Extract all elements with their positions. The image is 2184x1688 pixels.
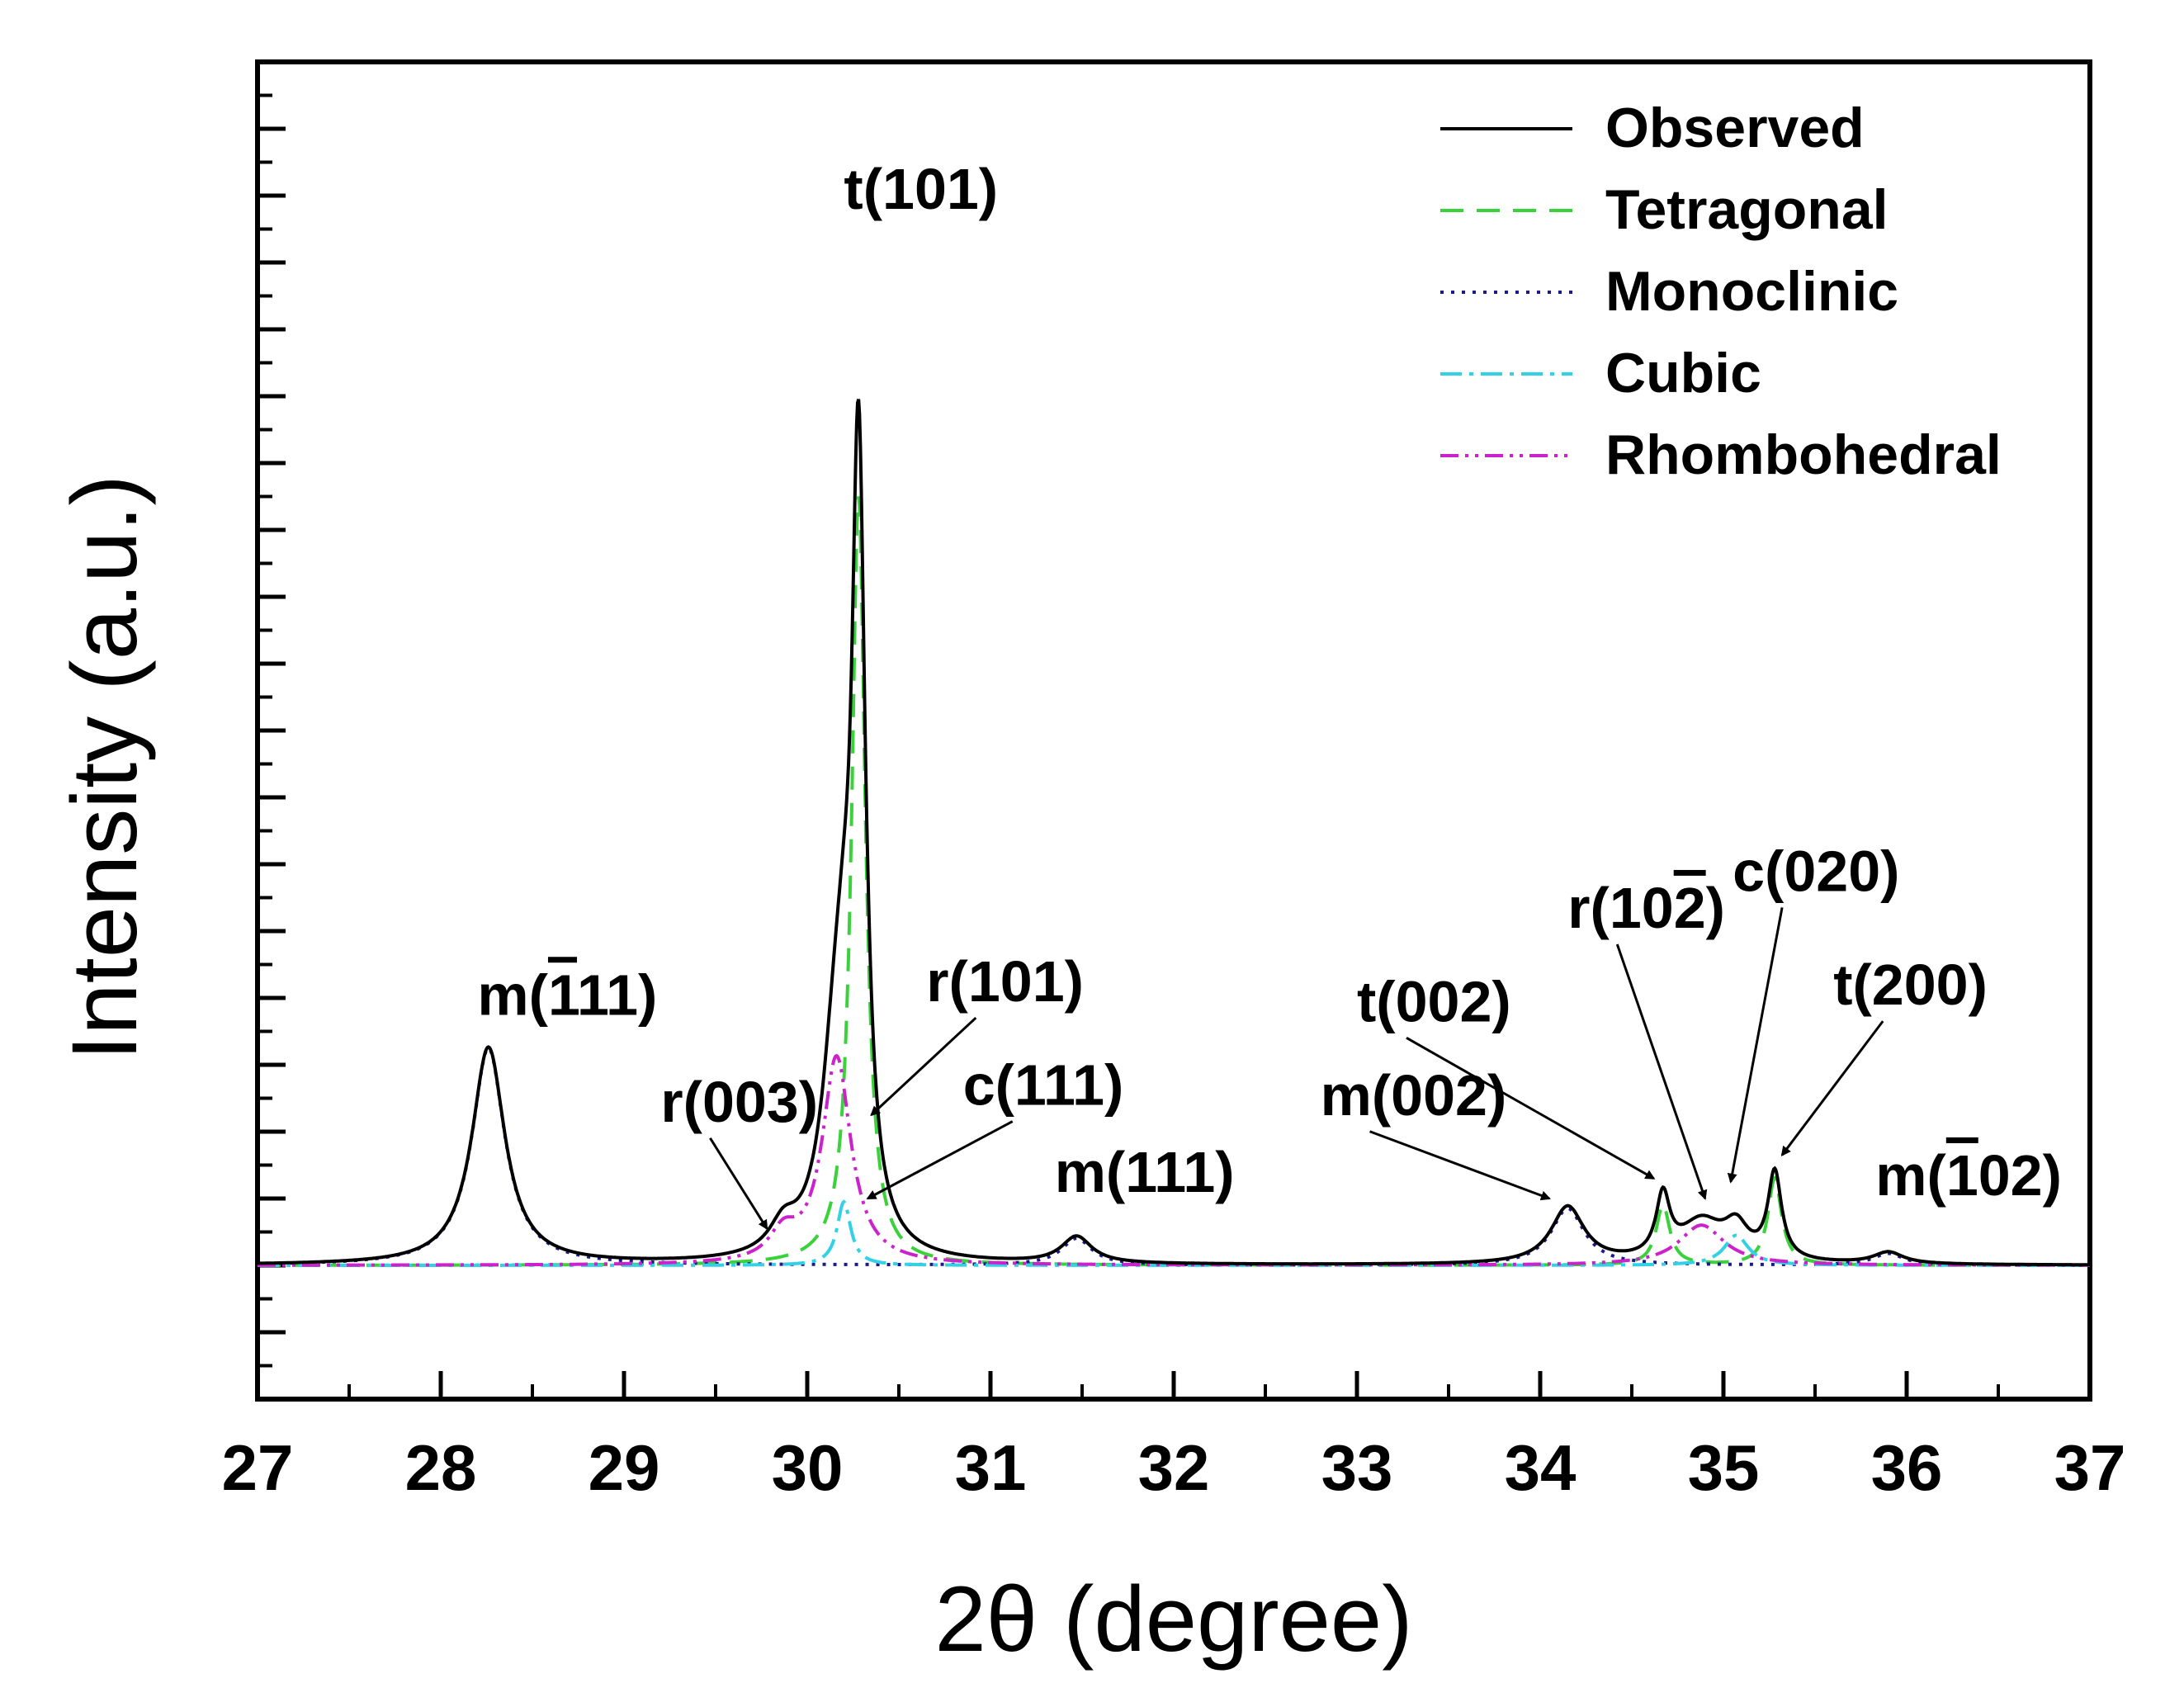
series-observed-line <box>258 399 2090 1267</box>
peak-arrow-c111 <box>866 1120 1014 1200</box>
legend: Observed Tetragonal Monoclinic Cubic Rhomboh… <box>1440 97 2002 486</box>
legend-label-monoclinic: Monoclinic <box>1605 260 1898 323</box>
peak-label-m102: m(102) <box>1875 1143 2062 1208</box>
legend-label-cubic: Cubic <box>1605 342 1761 404</box>
legend-label-rhombohedral: Rhombohedral <box>1605 423 2002 486</box>
x-tick-label: 34 <box>1505 1431 1577 1504</box>
overbar-digit: 2 <box>1674 876 1706 940</box>
peak-label-m002: m(002) <box>1321 1063 1507 1128</box>
peak-label-t101: t(101) <box>844 157 998 221</box>
peak-label-r101: r(101) <box>926 949 1084 1014</box>
peak-label-t200: t(200) <box>1833 953 1988 1017</box>
peak-label-r003: r(003) <box>660 1070 818 1134</box>
x-axis-ticks: 27 28 29 30 31 32 33 34 35 36 37 <box>222 1371 2126 1504</box>
x-tick-label: 31 <box>955 1431 1027 1504</box>
annotation-layer: t(101)m(111)r(003)r(101)c(111)m(111)m(00… <box>477 157 2062 1231</box>
peak-arrow-c020 <box>1727 907 1784 1184</box>
peak-arrow-t200 <box>1780 1020 1884 1156</box>
peak-arrow-r101 <box>870 1016 977 1117</box>
series-rhombohedral-line <box>258 1053 2090 1267</box>
x-tick-label: 28 <box>405 1431 477 1504</box>
series-layer <box>258 399 2090 1267</box>
x-tick-label: 37 <box>2054 1431 2126 1504</box>
peak-label-c111: c(111) <box>963 1053 1124 1118</box>
peak-arrow-r102 <box>1615 943 1708 1200</box>
peak-label-r102: r(102) <box>1567 876 1725 940</box>
legend-label-tetragonal: Tetragonal <box>1605 178 1889 241</box>
overbar-digit: 1 <box>548 962 579 1027</box>
peak-label-m111: m(111) <box>1055 1140 1235 1204</box>
overbar-digit: 1 <box>1946 1143 1978 1208</box>
x-tick-label: 29 <box>589 1431 660 1504</box>
peak-arrow-r003 <box>709 1137 768 1231</box>
peak-label-c020: c(020) <box>1733 839 1899 903</box>
y-axis-label: Intensity (a.u.) <box>53 475 156 1061</box>
x-tick-label: 33 <box>1321 1431 1393 1504</box>
x-tick-label: 32 <box>1138 1431 1210 1504</box>
x-tick-label: 35 <box>1688 1431 1760 1504</box>
peak-arrow-m002 <box>1369 1130 1551 1201</box>
x-axis-label: 2θ (degree) <box>934 1567 1412 1671</box>
x-tick-label: 30 <box>772 1431 844 1504</box>
peak-arrow-t002 <box>1406 1037 1656 1180</box>
peak-label-m111: m(111) <box>477 962 657 1027</box>
x-tick-label: 27 <box>222 1431 294 1504</box>
x-tick-label: 36 <box>1871 1431 1943 1504</box>
y-axis-ticks <box>258 93 286 1402</box>
peak-label-t002: t(002) <box>1357 969 1511 1033</box>
legend-label-observed: Observed <box>1605 97 1865 159</box>
